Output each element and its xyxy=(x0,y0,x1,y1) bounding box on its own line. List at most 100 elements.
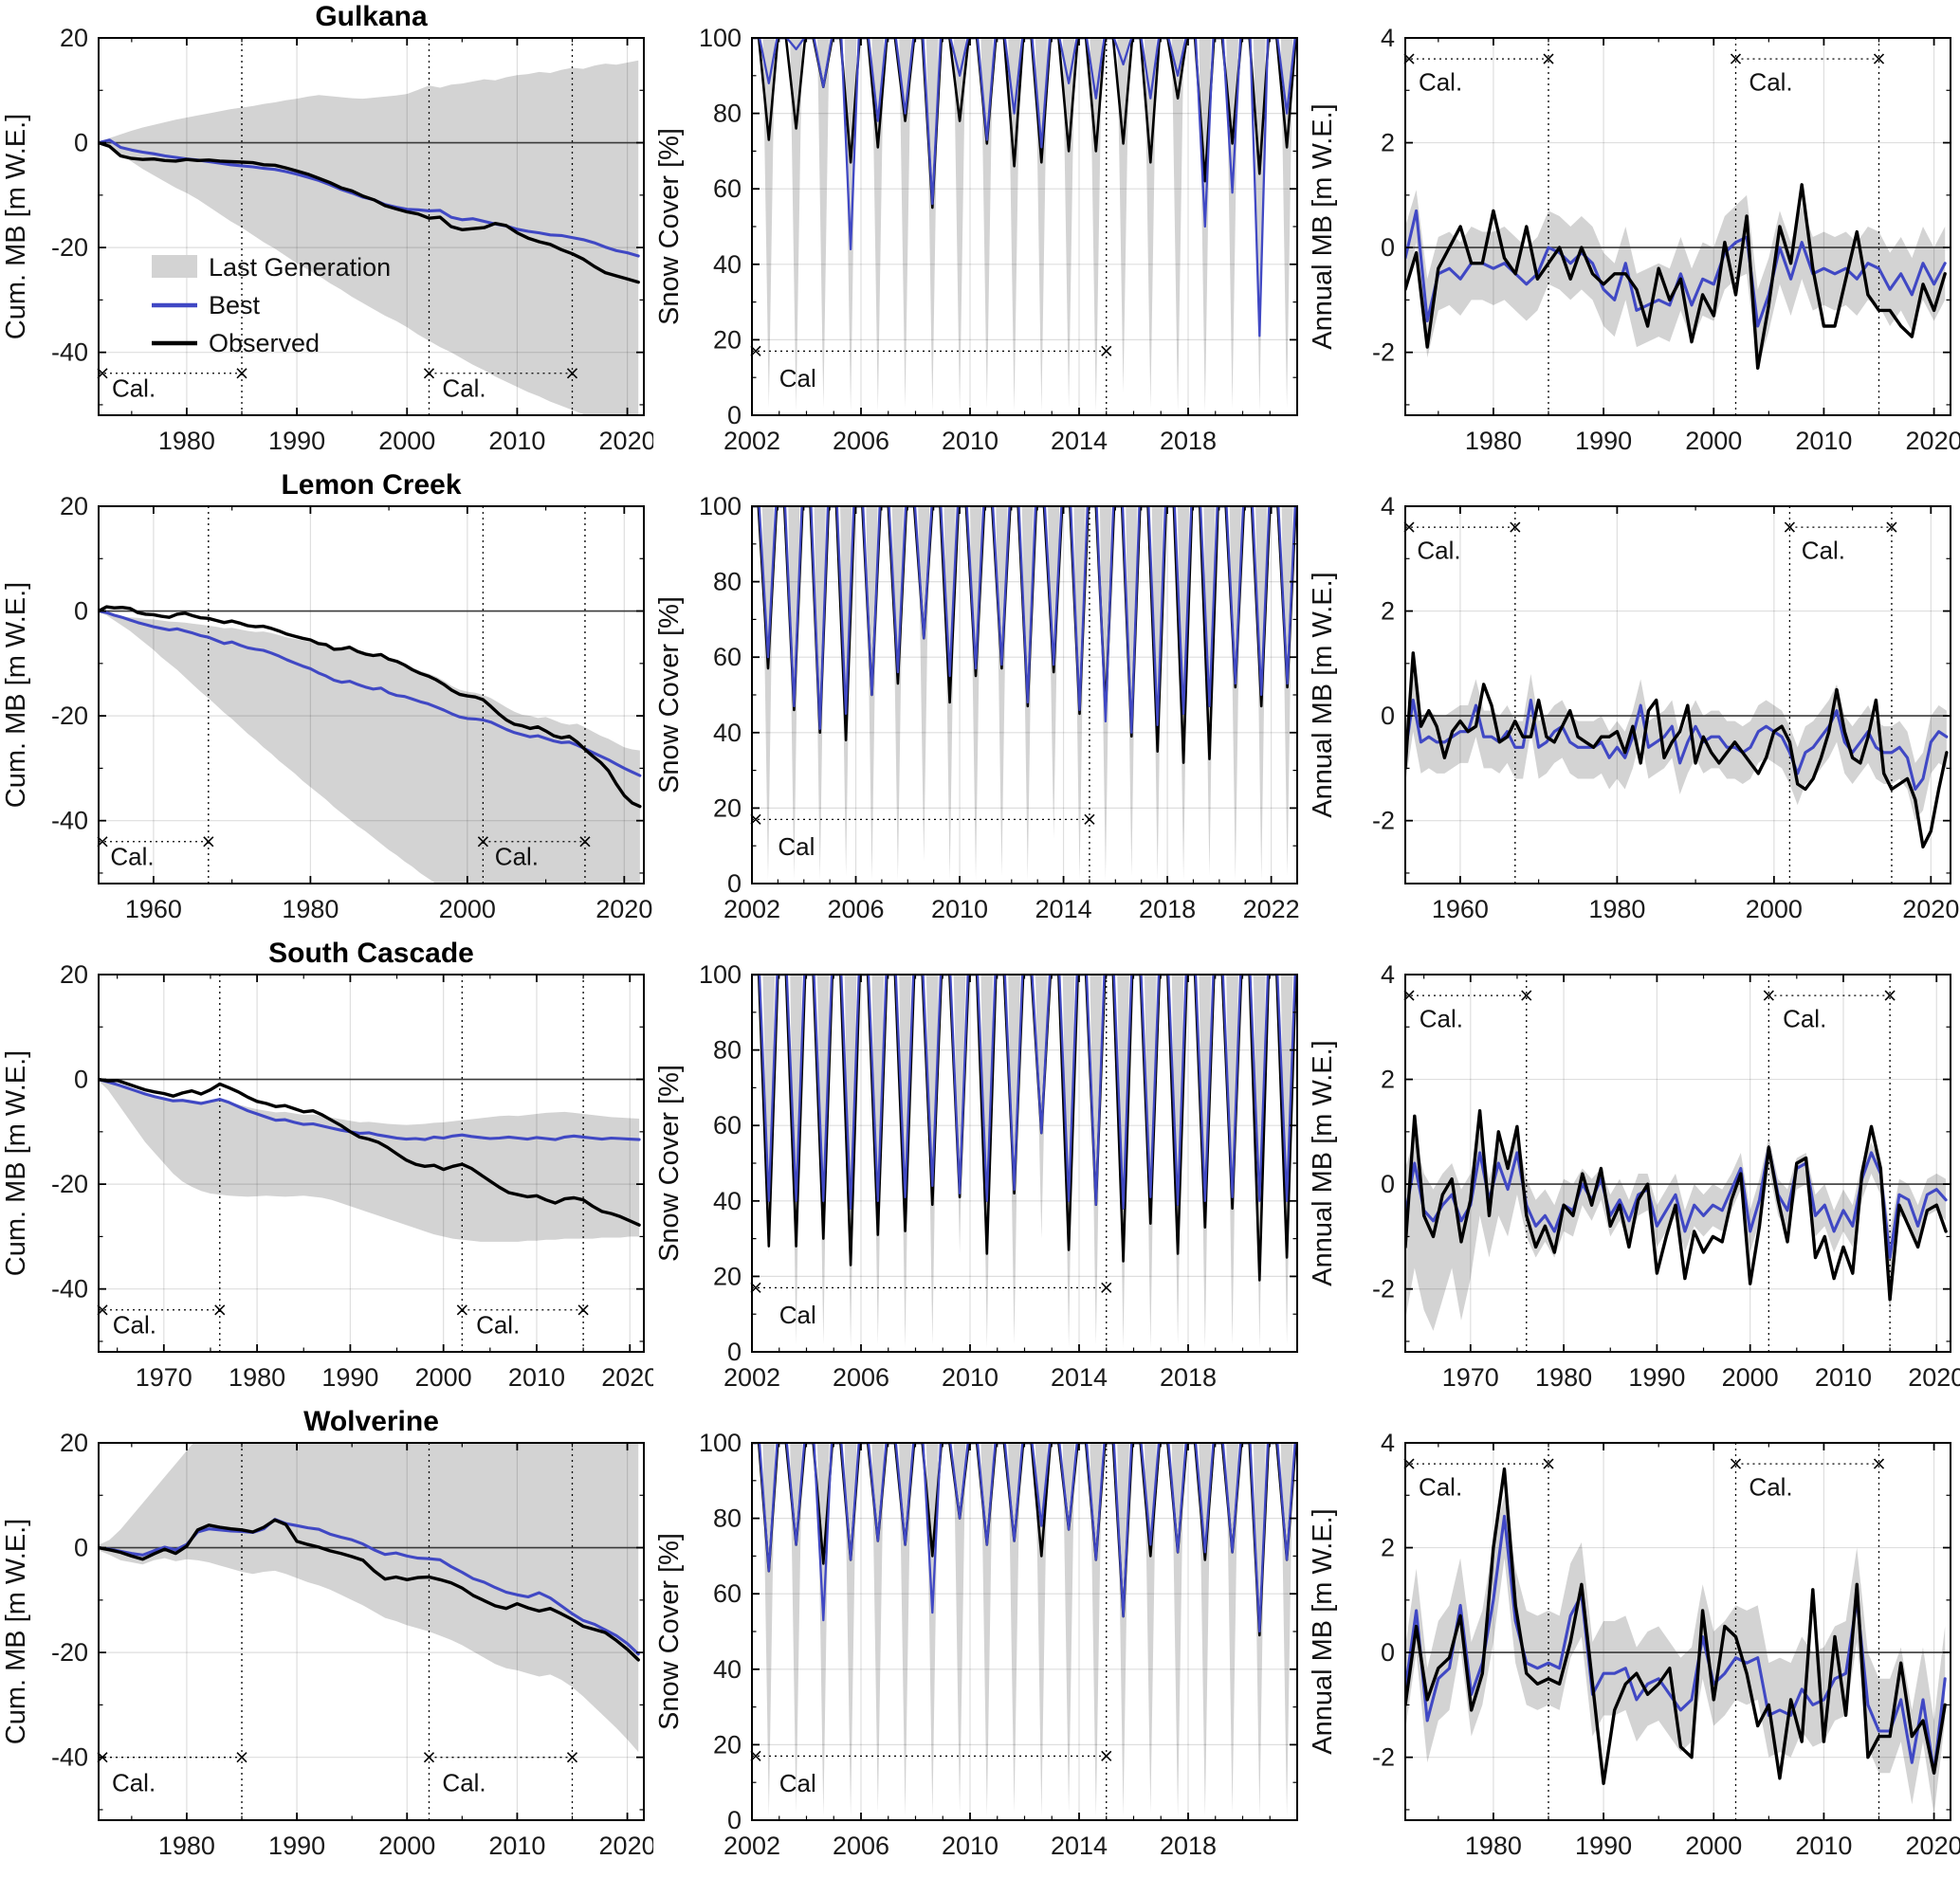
axis-frame xyxy=(1404,974,1951,1353)
x-tick-label: 2002 xyxy=(724,895,780,923)
axis-frame xyxy=(1404,505,1951,884)
y-axis-label: Snow Cover [%] xyxy=(654,1533,685,1730)
cal-label: Cal. xyxy=(1749,67,1792,96)
cal-x-marker xyxy=(456,1304,467,1316)
y-tick-label: 80 xyxy=(713,1504,742,1533)
y-tick-label: 100 xyxy=(699,492,742,520)
panel-title: Gulkana xyxy=(315,1,428,32)
y-tick-label: -20 xyxy=(51,1638,88,1667)
panel-lemon-creek-annual-mb: Cal. Cal. 1960 1980 2000 2020 4 2 0 -2 Annual MB [… xyxy=(1307,468,1960,937)
x-tick-label: 2006 xyxy=(833,427,889,455)
panel-south-cascade-annual-mb: Cal. Cal. 1970 1980 1990 2000 2010 2020 4 2 0 -2 Ann… xyxy=(1307,937,1960,1405)
y-axis-label: Cum. MB [m W.E.] xyxy=(1,1050,31,1276)
x-tick-label: 2014 xyxy=(1035,895,1092,923)
x-tick-label: 2020 xyxy=(1908,1363,1960,1392)
best-line xyxy=(752,38,1296,337)
observed-line xyxy=(99,1518,640,1662)
last-generation-band xyxy=(752,506,1293,881)
cal-x-marker xyxy=(1884,990,1896,1001)
cal-x-marker xyxy=(1084,813,1095,825)
y-tick-label: -2 xyxy=(1372,807,1395,835)
y-tick-label: 4 xyxy=(1381,960,1395,989)
last-generation-band xyxy=(99,611,640,884)
y-tick-label: 0 xyxy=(1381,1170,1395,1198)
x-tick-label: 1990 xyxy=(1628,1363,1685,1392)
y-axis-label: Snow Cover [%] xyxy=(654,128,685,325)
y-tick-label: 20 xyxy=(60,24,88,52)
y-tick-label: 80 xyxy=(713,100,742,128)
x-tick-label: 2002 xyxy=(724,1363,780,1392)
y-tick-label: -40 xyxy=(51,338,88,367)
y-tick-label: 40 xyxy=(713,250,742,279)
y-tick-label: 100 xyxy=(699,960,742,989)
x-tick-label: 1990 xyxy=(1575,427,1632,455)
axis-frame xyxy=(98,505,645,884)
x-tick-label: 2020 xyxy=(1902,895,1959,923)
x-tick-label: 1960 xyxy=(1432,895,1489,923)
best-line xyxy=(99,610,642,777)
y-tick-label: 2 xyxy=(1381,1066,1395,1094)
axis-frame xyxy=(751,505,1298,884)
y-tick-label: 80 xyxy=(713,568,742,596)
y-tick-label: 0 xyxy=(727,1806,742,1834)
x-tick-label: 2000 xyxy=(1722,1363,1779,1392)
cal-x-marker xyxy=(423,1752,435,1763)
y-tick-label: 60 xyxy=(713,1111,742,1140)
cal-x-marker xyxy=(1101,345,1112,356)
cal-x-marker xyxy=(1521,990,1532,1001)
panel-title: Wolverine xyxy=(303,1406,439,1437)
x-tick-label: 2006 xyxy=(833,1832,889,1860)
cal-x-marker xyxy=(1873,1458,1885,1469)
y-tick-label: 100 xyxy=(699,24,742,52)
axis-frame xyxy=(751,974,1298,1353)
x-tick-label: 2020 xyxy=(599,1832,653,1860)
x-tick-label: 2010 xyxy=(942,1363,998,1392)
x-tick-label: 2020 xyxy=(601,1363,653,1392)
y-tick-label: 20 xyxy=(713,1262,742,1290)
last-generation-band xyxy=(99,1443,639,1753)
panel-wolverine-cumulative-mb: Cal. Cal. 1980 1990 2000 2010 2020 20 0 -20 -40 Cum… xyxy=(0,1405,656,1873)
y-axis-label: Cum. MB [m W.E.] xyxy=(1,1519,31,1744)
y-tick-label: 40 xyxy=(713,1187,742,1215)
y-tick-label: 2 xyxy=(1381,597,1395,626)
y-tick-label: 20 xyxy=(713,793,742,822)
y-tick-label: 0 xyxy=(74,129,88,157)
y-axis-label: Annual MB [m W.E.] xyxy=(1308,572,1338,817)
y-tick-label: -40 xyxy=(51,1743,88,1772)
cal-x-marker xyxy=(1886,521,1897,533)
y-tick-label: -20 xyxy=(51,702,88,730)
panel-gulkana-annual-mb: Cal. Cal. 1980 1990 2000 2010 2020 4 2 0 -2 Annual … xyxy=(1307,0,1960,468)
y-axis-label: Annual MB [m W.E.] xyxy=(1308,103,1338,349)
observed-line xyxy=(1405,1467,1947,1785)
legend-swatch-last-generation xyxy=(152,255,197,278)
cal-label: Cal. xyxy=(1419,1472,1462,1501)
x-tick-label: 2020 xyxy=(599,427,653,455)
y-tick-label: 20 xyxy=(713,1730,742,1759)
cal-label: Cal. xyxy=(1419,67,1462,96)
y-tick-label: 2 xyxy=(1381,129,1395,157)
panel-wolverine-snow-cover: Cal 2002 2006 2010 2014 2018 0 20 40 60 80 100 Snow … xyxy=(653,1405,1307,1873)
panel-wolverine-annual-mb-svg: Cal. Cal. 1980 1990 2000 2010 2020 4 2 0 -2 Annual … xyxy=(1307,1405,1960,1873)
axis-frame xyxy=(98,1442,645,1821)
y-tick-label: 60 xyxy=(713,174,742,203)
y-tick-label: 80 xyxy=(713,1036,742,1065)
y-tick-label: 4 xyxy=(1381,492,1395,520)
x-tick-label: 2006 xyxy=(833,1363,889,1392)
cal-label: Cal xyxy=(779,1301,816,1329)
cal-label: Cal. xyxy=(495,843,539,871)
x-tick-label: 1970 xyxy=(1442,1363,1499,1392)
x-tick-label: 2010 xyxy=(1795,1832,1852,1860)
cal-x-marker xyxy=(1543,1458,1554,1469)
x-tick-label: 2020 xyxy=(1906,427,1960,455)
cal-label: Cal. xyxy=(113,1311,156,1340)
y-tick-label: -2 xyxy=(1372,338,1395,367)
y-tick-label: 20 xyxy=(60,960,88,989)
cal-label: Cal xyxy=(779,364,816,392)
last-generation-band xyxy=(99,60,639,415)
axis-frame xyxy=(751,1442,1298,1821)
y-tick-label: -2 xyxy=(1372,1275,1395,1304)
panel-wolverine-annual-mb: Cal. Cal. 1980 1990 2000 2010 2020 4 2 0 -2 Annual … xyxy=(1307,1405,1960,1873)
y-tick-label: 20 xyxy=(60,492,88,520)
x-tick-label: 2000 xyxy=(378,1832,435,1860)
